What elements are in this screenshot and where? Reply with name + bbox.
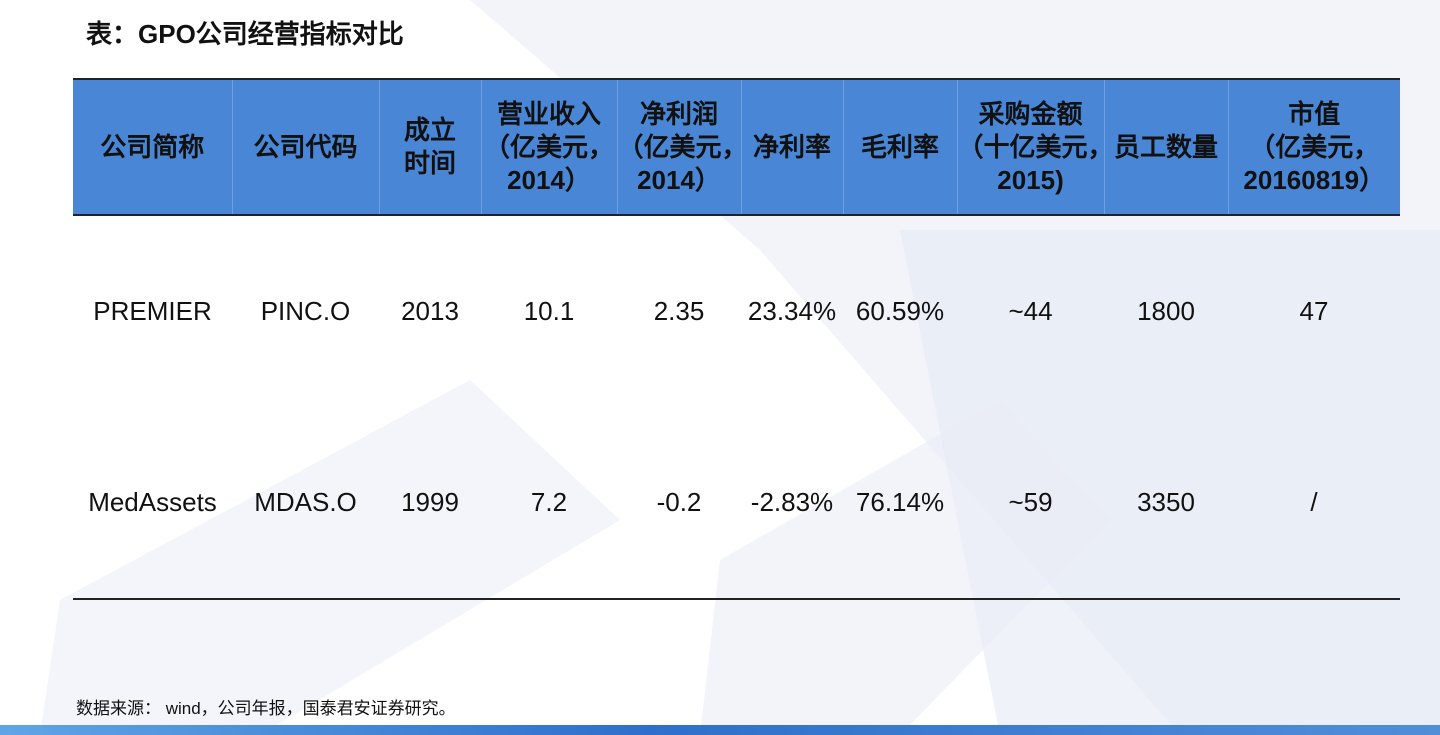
column-header-line: 成立 (403, 115, 456, 145)
column-header-line: 员工数量 (1113, 131, 1218, 162)
column-header: 毛利率 (843, 78, 958, 216)
column-header-line: 净利润 (639, 98, 718, 129)
table-cell: 60.59% (855, 296, 945, 326)
column-header-line: （亿美元， (1249, 131, 1380, 162)
table-cell: 23.34% (747, 296, 837, 326)
column-header: 采购金额 （十亿美元， 2015) (957, 78, 1105, 216)
column-header-line: 营业收入 (496, 98, 601, 129)
column-header-line: 毛利率 (860, 131, 939, 162)
table-row: PREMIER PINC.O 2013 10.1 2.35 23.34% 60.59% ~44… (73, 215, 1400, 407)
column-header-line: 净利率 (752, 131, 831, 162)
column-header-line: 市值 (1288, 98, 1341, 129)
column-header-line: 采购金额 (978, 98, 1083, 129)
comparison-table: 公司简称 公司代码 成立 时间 营业收入 （亿美元， 2014） 净利润 （亿美元， 2014）净… (73, 78, 1400, 600)
column-header: 净利率 (741, 78, 844, 216)
column-header-line: （亿美元， (617, 131, 741, 162)
table-cell: ~44 (1008, 296, 1053, 326)
table-cell: 76.14% (843, 407, 957, 600)
column-header-line: 时间 (403, 148, 456, 178)
column-header: 公司简称 (73, 78, 233, 216)
column-header-line: 公司代码 (253, 131, 358, 162)
table-body: PREMIER PINC.O 2013 10.1 2.35 23.34% 60.59% ~44… (73, 215, 1400, 600)
table-cell: 2.35 (653, 296, 705, 326)
table-row: MedAssets MDAS.O 1999 7.2 -0.2 -2.83% 76.14% ~5… (73, 407, 1400, 600)
column-header: 员工数量 (1104, 78, 1229, 216)
table-cell: PREMIER (93, 296, 212, 326)
column-header-line: 2014） (637, 164, 721, 195)
table-cell: 7.2 (481, 407, 617, 600)
table-cell: 3350 (1104, 407, 1228, 600)
table-cell: -0.2 (617, 407, 741, 600)
page-title: 表：GPO公司经营指标对比 (86, 19, 404, 49)
table-cell: / (1228, 407, 1400, 600)
table-cell: 10.1 (523, 296, 575, 326)
column-header-line: 2014） (507, 164, 591, 195)
table-cell: MDAS.O (232, 407, 379, 600)
column-header-line: 公司简称 (100, 131, 205, 162)
bottom-accent-bar (0, 725, 1440, 735)
table-cell: 47 (1299, 296, 1329, 326)
column-header: 营业收入 （亿美元， 2014） (481, 78, 618, 216)
table-cell: 2013 (401, 296, 459, 326)
column-header: 公司代码 (232, 78, 380, 216)
column-header-line: （亿美元， (483, 131, 614, 162)
column-header: 净利润 （亿美元， 2014） (617, 78, 742, 216)
table-cell: -2.83% (741, 407, 843, 600)
table-header-row: 公司简称 公司代码 成立 时间 营业收入 （亿美元， 2014） 净利润 （亿美元， 2014）净… (73, 78, 1400, 216)
column-header-line: 20160819） (1243, 164, 1386, 195)
comparison-table-container: 公司简称 公司代码 成立 时间 营业收入 （亿美元， 2014） 净利润 （亿美元， 2014）净… (73, 78, 1400, 600)
table-cell: 1999 (379, 407, 481, 600)
source-footnote: 数据来源： wind，公司年报，国泰君安证券研究。 (76, 699, 456, 718)
table-cell: PINC.O (260, 296, 351, 326)
column-header: 市值 （亿美元， 20160819） (1228, 78, 1400, 216)
column-header: 成立 时间 (379, 78, 482, 216)
column-header-line: 2015) (997, 164, 1064, 195)
column-header-line: （十亿美元， (957, 131, 1104, 162)
table-cell: 1800 (1137, 296, 1195, 326)
table-cell: MedAssets (73, 407, 232, 600)
table-cell: ~59 (957, 407, 1104, 600)
